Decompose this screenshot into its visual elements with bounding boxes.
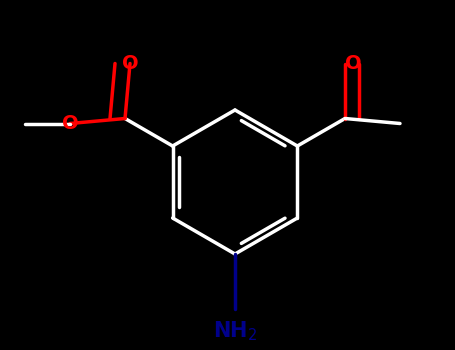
Text: O: O: [345, 54, 361, 73]
Text: O: O: [121, 54, 138, 73]
Text: O: O: [62, 114, 78, 133]
Text: NH$_2$: NH$_2$: [213, 319, 257, 343]
